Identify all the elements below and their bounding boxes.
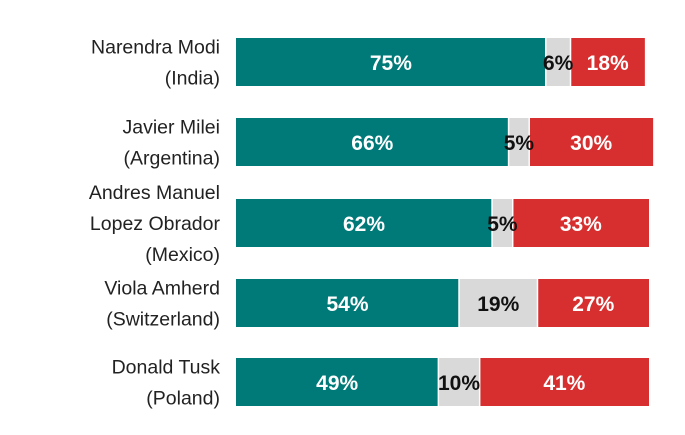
category-label-line: (India) <box>165 68 220 90</box>
bar-separator <box>491 199 493 247</box>
bar-narendra-modi-unfavorable <box>570 38 645 86</box>
bar-javier-milei-no-answer <box>508 118 530 166</box>
bar-donald-tusk-no-answer <box>438 358 480 406</box>
bar-narendra-modi-favorable <box>236 38 546 86</box>
bar-viola-amherd-no-answer <box>459 279 538 327</box>
category-label-andres-manuel: Andres Manuel Lopez Obrador (Mexico) <box>89 182 221 266</box>
value-label-donald-tusk-unfavorable: 41% <box>543 372 585 395</box>
category-label-viola-amherd: Viola Amherd (Switzerland) <box>104 278 220 331</box>
bar-separator <box>528 118 530 166</box>
category-label-line: (Poland) <box>146 388 220 410</box>
bar-javier-milei-favorable <box>236 118 509 166</box>
value-label-narendra-modi-favorable: 75% <box>370 52 412 75</box>
value-label-javier-milei-unfavorable: 30% <box>570 132 612 155</box>
category-label-line: (Mexico) <box>145 244 220 266</box>
value-label-viola-amherd-favorable: 54% <box>326 293 368 316</box>
value-label-andres-manuel-favorable: 62% <box>343 213 385 236</box>
value-label-andres-manuel-no-answer: 5% <box>487 213 518 236</box>
bar-separator <box>511 199 514 247</box>
bar-donald-tusk-favorable <box>236 358 439 406</box>
category-label-javier-milei: Javier Milei (Argentina) <box>122 117 220 170</box>
bar-javier-milei-unfavorable <box>529 118 654 166</box>
category-label-narendra-modi: Narendra Modi (India) <box>91 37 220 90</box>
bar-viola-amherd-unfavorable <box>537 279 649 327</box>
category-label-line: Viola Amherd <box>104 278 220 300</box>
bar-viola-amherd-favorable <box>236 279 460 327</box>
category-label-line: Andres Manuel <box>89 182 220 204</box>
bar-separator <box>458 279 460 327</box>
category-label-line: Javier Milei <box>122 117 220 139</box>
category-label-line: Narendra Modi <box>91 37 220 59</box>
value-label-donald-tusk-no-answer: 10% <box>438 372 480 395</box>
value-label-javier-milei-favorable: 66% <box>351 132 393 155</box>
bar-separator <box>536 279 539 327</box>
bar-separator <box>478 358 481 406</box>
value-label-narendra-modi-unfavorable: 18% <box>587 52 629 75</box>
category-label-line: (Argentina) <box>124 148 220 170</box>
value-label-viola-amherd-unfavorable: 27% <box>572 293 614 316</box>
bar-narendra-modi-no-answer <box>545 38 571 86</box>
value-label-viola-amherd-no-answer: 19% <box>477 293 519 316</box>
bar-separator <box>437 358 440 406</box>
bar-separator <box>545 38 547 86</box>
bar-andres-manuel-unfavorable <box>512 199 649 247</box>
category-label-line: Lopez Obrador <box>90 213 221 235</box>
bar-separator <box>507 118 510 166</box>
value-label-andres-manuel-unfavorable: 33% <box>560 213 602 236</box>
value-label-narendra-modi-no-answer: 6% <box>543 52 574 75</box>
bar-separator <box>569 38 572 86</box>
value-label-donald-tusk-favorable: 49% <box>316 372 358 395</box>
bar-andres-manuel-no-answer <box>492 199 513 247</box>
category-label-donald-tusk: Donald Tusk (Poland) <box>112 357 221 410</box>
bar-andres-manuel-favorable <box>236 199 493 247</box>
category-label-line: (Switzerland) <box>106 309 220 331</box>
bar-donald-tusk-unfavorable <box>479 358 649 406</box>
category-label-line: Donald Tusk <box>112 357 221 379</box>
value-label-javier-milei-no-answer: 5% <box>504 132 535 155</box>
